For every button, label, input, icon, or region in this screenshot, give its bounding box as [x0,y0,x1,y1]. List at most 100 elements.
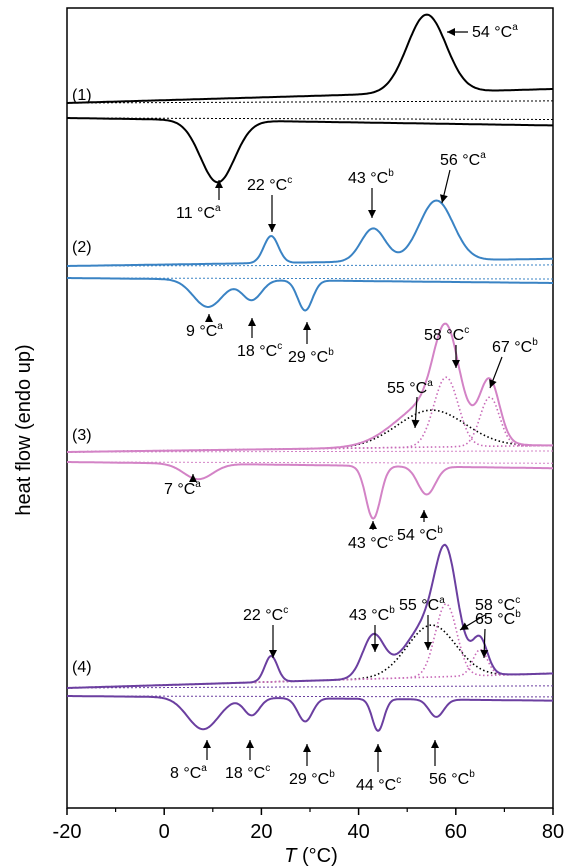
peak-annotation: 8 °Ca [170,763,207,782]
peak-annotation: 43 °Cc [348,533,393,552]
peak-annotation: 29 °Cb [289,769,335,788]
heating-curve [67,199,553,267]
peak-annotation-value: 18 °C [225,765,265,782]
peak-annotation: 56 °Cb [429,769,475,788]
annotation-arrow-head [246,740,254,748]
peak-annotation-superscript: a [480,150,486,161]
peak-annotation-value: 56 °C [429,771,469,788]
annotation-arrow-head [420,510,428,518]
peak-annotation-superscript: b [388,168,394,179]
peak-annotation-superscript: c [396,775,401,786]
peak-annotation-superscript: a [195,479,201,490]
peak-annotation-superscript: a [427,378,433,389]
annotation-arrow-head [411,419,420,428]
peak-annotation: 9 °Ca [186,321,223,340]
peak-annotation-superscript: c [515,595,520,606]
peak-annotation-superscript: b [469,769,475,780]
annotation-arrow-head [269,650,277,658]
peak-annotation-value: 7 °C [164,481,195,498]
x-tick-label: 40 [347,821,369,843]
annotation-arrow-head [303,322,311,330]
peak-annotation-value: 43 °C [348,170,388,187]
curve-label: (1) [72,87,92,104]
annotation-arrow-head [480,649,489,658]
peak-annotation: 18 °Cc [225,763,270,782]
fit-curve [67,624,554,689]
peak-annotation: 11 °Ca [176,203,221,222]
peak-annotation-superscript: b [328,347,334,358]
peak-annotation-value: 29 °C [288,349,328,366]
peak-annotation-superscript: a [217,321,223,332]
heating-baseline [66,100,554,104]
y-axis-title: heat flow (endo up) [13,344,35,515]
peak-annotation-value: 55 °C [399,597,439,614]
annotation-arrow-head [368,210,376,218]
heating-curve [67,13,553,104]
annotation-arrow-head [215,180,223,188]
peak-annotation-value: 11 °C [176,205,215,222]
peak-annotation: 55 °Ca [399,595,445,614]
peak-annotation-value: 54 °C [397,527,437,544]
annotation-arrow-head [431,740,439,748]
x-axis-title-unit: (°C) [296,845,337,867]
peak-annotation: 56 °Ca [440,150,486,169]
peak-annotation: 43 °Cb [349,605,395,624]
peak-annotation-superscript: b [532,337,538,348]
heating-baseline [66,264,554,267]
peak-annotation-value: 18 °C [237,343,277,360]
annotation-arrow-head [189,474,197,482]
peak-annotation-value: 58 °C [475,597,515,614]
x-tick-label: 0 [159,821,170,843]
peak-annotation-superscript: b [437,525,443,536]
peak-annotation-superscript: b [515,609,521,620]
cooling-curve [67,117,553,184]
peak-annotation-value: 9 °C [186,323,217,340]
peak-annotation-superscript: a [215,203,221,214]
peak-annotation-value: 56 °C [440,152,480,169]
peak-annotation-superscript: c [287,175,292,186]
peak-annotation-superscript: c [388,533,393,544]
peak-annotation: 54 °Cb [397,525,443,544]
annotation-arrow-head [447,28,455,36]
peak-annotation: 58 °Cc [424,325,469,344]
annotation-arrow-head [489,379,497,388]
peak-annotation-superscript: c [464,325,469,336]
peak-annotation: 65 °Cb [475,609,521,628]
peak-annotation-superscript: a [439,595,445,606]
peak-annotation-value: 43 °C [349,607,389,624]
x-axis-title: T (°C) [284,845,338,867]
x-tick-label: -20 [53,821,82,843]
cooling-curve [67,461,553,520]
peak-annotation-value: 22 °C [243,607,283,624]
peak-annotation: 58 °Cc [475,595,520,614]
annotation-arrow-head [374,744,382,752]
annotation-arrow-head [439,194,448,203]
peak-annotation: 29 °Cb [288,347,334,366]
peak-annotation-value: 43 °C [348,535,388,552]
peak-annotation-value: 22 °C [247,177,287,194]
peak-annotation-value: 67 °C [492,339,532,356]
peak-annotation: 55 °Ca [387,378,433,397]
peak-annotation: 44 °Cc [356,775,401,794]
peak-annotation-superscript: c [277,341,282,352]
annotation-arrow-head [460,622,469,630]
peak-annotation: 43 °Cb [348,168,394,187]
annotation-arrow-head [452,360,460,368]
annotation-arrow-head [205,314,213,322]
x-tick-label: 80 [542,821,564,843]
x-tick-label: 20 [250,821,272,843]
annotation-arrow-head [303,744,311,752]
fit-curve [67,396,554,453]
peak-annotation-value: 44 °C [356,777,396,794]
peak-annotation-value: 54 °C [472,24,512,41]
curve-label: (2) [72,239,92,256]
peak-annotation: 7 °Ca [164,479,201,498]
cooling-baseline [66,117,554,120]
annotation-arrow-head [369,521,377,529]
annotation-arrow-head [268,224,276,232]
peak-annotation-superscript: b [389,605,395,616]
annotation-arrow-head [248,318,256,326]
peak-annotation-superscript: c [283,605,288,616]
